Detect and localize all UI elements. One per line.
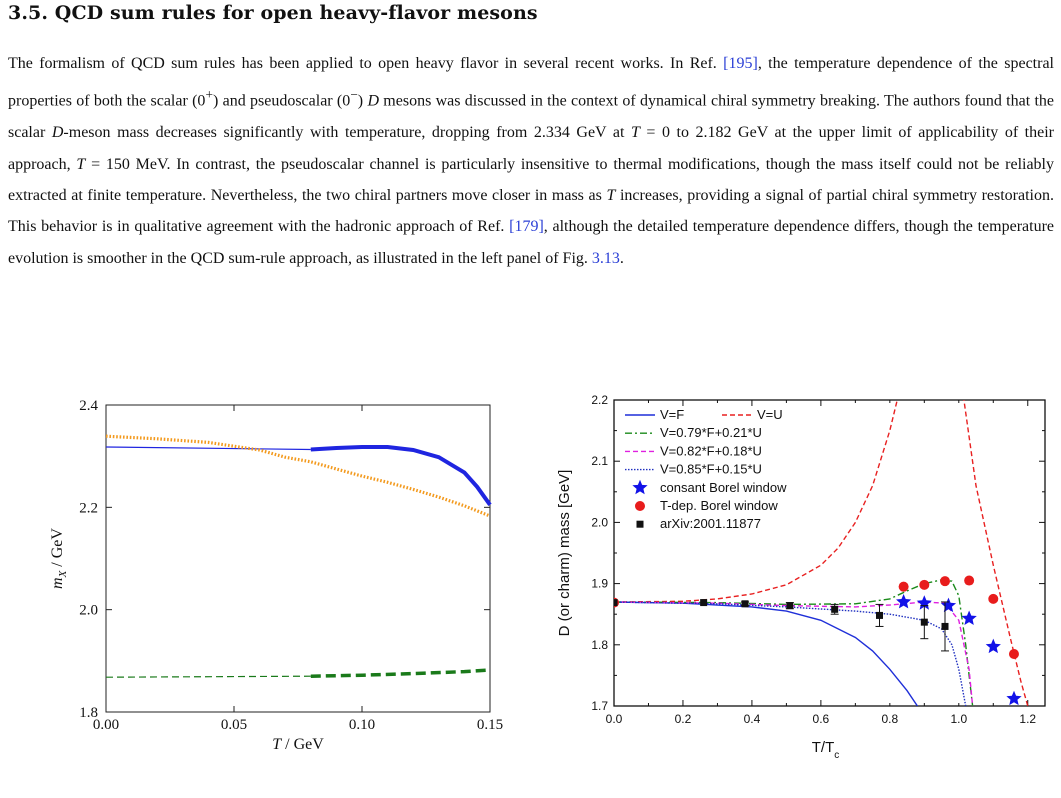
data-point-star	[1006, 690, 1022, 706]
data-point-star	[896, 594, 912, 609]
math-symbol: T	[630, 124, 640, 142]
y-tick-label: 2.0	[591, 515, 608, 529]
data-point-square	[831, 605, 839, 613]
legend-swatch	[632, 479, 648, 495]
citation-link[interactable]: [179]	[509, 218, 544, 236]
series-line	[105, 675, 311, 678]
data-point-star	[940, 597, 957, 613]
legend-swatch	[635, 501, 645, 511]
x-tick-label: 1.0	[950, 712, 967, 726]
data-point-square	[614, 599, 618, 607]
figure-link[interactable]: 3.13	[591, 249, 620, 267]
legend-label: V=0.82*F+0.18*U	[660, 443, 762, 458]
series-line	[310, 668, 491, 678]
text-run: , although the detailed temperature depe…	[8, 218, 1054, 267]
text-run: mesons was discussed in the context of d…	[8, 92, 1055, 142]
data-point-circle	[1008, 648, 1019, 659]
x-tick-label: 0.2	[675, 712, 692, 726]
data-point-square	[920, 618, 928, 626]
series-line	[614, 579, 974, 706]
math-symbol: T	[606, 186, 616, 204]
x-tick-label: 0.10	[349, 717, 375, 733]
x-axis-label: T/Tc	[812, 739, 840, 761]
data-point-circle	[898, 581, 909, 592]
x-tick-label: 0.05	[221, 717, 247, 733]
legend-label: V=0.85*F+0.15*U	[660, 462, 762, 477]
text-run: The formalism of QCD sum rules has been …	[8, 55, 724, 72]
series-line	[105, 434, 491, 518]
data-point-square	[786, 602, 794, 610]
series-line	[614, 601, 918, 706]
x-tick-label: 0.0	[606, 712, 623, 726]
y-tick-label: 2.0	[79, 603, 98, 619]
legend: V=F V=U V=0.79*F+0.21*U V=0.82*F+0.18*U V=0.…	[625, 407, 787, 531]
x-tick-label: 0.4	[744, 712, 761, 726]
text-run: )	[357, 92, 368, 110]
data-point-circle	[614, 597, 619, 608]
text-run: , the temperature dependence of the spec…	[8, 55, 1055, 110]
data-point-star	[985, 638, 1001, 654]
data-point-circle	[940, 576, 951, 587]
section-title: QCD sum rules for open heavy-flavor meso…	[54, 2, 538, 24]
data-point-circle	[964, 575, 975, 586]
data-point-circle	[919, 579, 930, 590]
x-tick-label: 0.00	[93, 717, 119, 733]
x-tick-label: 0.6	[813, 712, 830, 726]
math-symbol: D	[51, 124, 64, 142]
y-tick-label: 2.4	[79, 398, 98, 414]
data-point-circle	[988, 593, 999, 604]
plot-area	[614, 400, 1029, 706]
series-line	[614, 601, 974, 706]
math-symbol: D	[367, 92, 379, 110]
text-run: -meson mass decreases significantly with…	[63, 124, 631, 142]
legend-label: V=F	[660, 407, 684, 422]
text-run: = 0 to 2.182 GeV at the upper limit of a…	[8, 124, 1055, 173]
data-point-star	[961, 610, 977, 625]
y-tick-label: 2.2	[79, 500, 98, 516]
citation-link[interactable]: [195]	[723, 55, 758, 72]
text-run: = 150 MeV. In contrast, the pseudoscalar…	[8, 155, 1054, 204]
y-axis-label: D (or charm) mass [GeV]	[556, 470, 573, 637]
data-point-square	[741, 600, 749, 608]
legend-label: V=0.79*F+0.21*U	[660, 425, 762, 440]
section-number: 3.5.	[8, 2, 49, 24]
body-paragraph: The formalism of QCD sum rules has been …	[8, 48, 1054, 274]
series-line	[310, 445, 492, 506]
y-tick-label: 1.9	[591, 577, 608, 591]
superscript: −	[350, 87, 358, 103]
y-tick-label: 1.8	[591, 638, 608, 652]
legend-label: T-dep. Borel window	[660, 498, 778, 513]
y-tick-label: 2.2	[591, 393, 608, 407]
x-tick-label: 1.2	[1019, 712, 1036, 726]
text-run: ) and pseudoscalar (0	[212, 92, 351, 110]
legend-swatch	[636, 520, 644, 528]
superscript: +	[205, 87, 213, 103]
plot-frame	[105, 404, 491, 713]
x-tick-label: 0.15	[477, 717, 503, 733]
x-axis-label: T / GeV	[272, 736, 324, 753]
text-run: .	[619, 249, 624, 267]
data-point-square	[875, 611, 883, 619]
legend-label: arXiv:2001.11877	[660, 516, 761, 531]
data-point-square	[700, 599, 708, 607]
series-line	[105, 446, 311, 451]
math-symbol: T	[76, 155, 86, 173]
series-line	[963, 400, 1029, 706]
series-line	[614, 400, 898, 603]
plot-frame	[613, 399, 1046, 707]
data-point-star	[916, 595, 932, 610]
y-tick-label: 1.7	[591, 699, 608, 713]
data-point-square	[941, 622, 949, 630]
x-tick-label: 0.8	[881, 712, 898, 726]
section-heading: 3.5. QCD sum rules for open heavy-flavor…	[8, 2, 538, 24]
legend-label: consant Borel window	[660, 480, 787, 495]
series-line	[614, 601, 967, 706]
legend-label: V=U	[757, 407, 783, 422]
y-axis-label: mX / GeV	[49, 528, 69, 589]
text-run: increases, providing a signal of partial…	[8, 186, 1054, 236]
y-tick-label: 2.1	[591, 454, 608, 468]
y-tick-label: 1.8	[79, 705, 98, 721]
